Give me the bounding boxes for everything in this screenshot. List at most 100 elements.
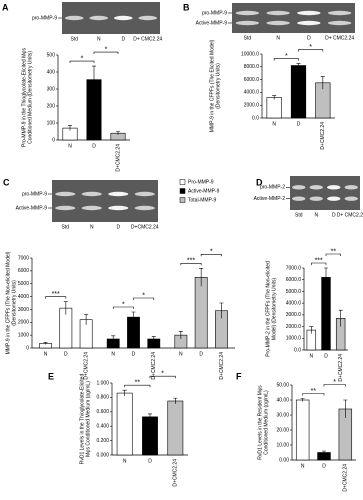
x-tick-label: N: [68, 143, 72, 149]
gel-band: [327, 185, 341, 190]
gel: [52, 180, 158, 222]
x-tick-label: D+CMC2.24: [83, 352, 89, 380]
gel-band: [108, 191, 129, 197]
error-bar: [116, 131, 120, 135]
gel-band: [55, 191, 76, 197]
x-tick-label: N: [272, 121, 276, 127]
y-axis-label: RvD1 Levels in the Thioglycolate-Elicite…: [79, 374, 85, 465]
y-tick-label: 300: [47, 86, 56, 92]
significance-label: ***: [52, 291, 60, 298]
significance-label: ***: [187, 258, 195, 265]
y-tick-label: 20.00: [276, 427, 289, 433]
gel-band: [138, 15, 158, 21]
x-tick-label: D: [324, 353, 328, 359]
bar: [194, 276, 208, 349]
gel-band: [309, 196, 323, 201]
gel-band-label: pro-MMP-2: [260, 185, 285, 191]
gel-band: [327, 20, 352, 26]
legend-label: Pro-MMP-9: [188, 179, 214, 185]
gel-band: [327, 10, 352, 16]
x-tick-label: N: [310, 353, 314, 359]
x-tick-label: D+CMC2.24: [173, 459, 179, 487]
error-bar: [296, 63, 301, 68]
y-tick-label: 4000.0: [244, 90, 260, 96]
error-bar: [320, 76, 325, 90]
y-tick-label: 0: [26, 345, 29, 351]
error-bar: [148, 413, 152, 420]
error-bar: [272, 95, 277, 100]
error-bar: [309, 326, 314, 334]
x-tick-label: D: [297, 121, 301, 127]
bar: [295, 399, 310, 461]
gel-lane-label: D+ CMC2.24: [133, 36, 162, 42]
panel-letter: B: [183, 2, 190, 12]
y-tick-label: 40.00: [276, 397, 289, 403]
gel-band: [64, 15, 84, 21]
y-axis-label: Conditioned Medium (Densitometry Units): [27, 51, 33, 144]
y-tick-label: 100: [47, 120, 56, 126]
significance-label: ***: [315, 257, 323, 264]
y-tick-label: 0.600: [96, 409, 109, 415]
significance-label: *: [210, 249, 213, 256]
significance-bracket: [45, 296, 67, 299]
panel-letter: E: [48, 371, 54, 381]
significance-label: *: [142, 292, 145, 299]
gel-band: [344, 185, 358, 190]
significance-label: *: [309, 44, 312, 51]
error-bar: [178, 330, 183, 339]
bar: [321, 277, 331, 351]
panel-letter: F: [236, 371, 242, 381]
panel-letter: C: [3, 177, 10, 187]
y-axis-label: (Densitometry Units): [11, 280, 17, 326]
significance-bracket: [273, 58, 299, 61]
error-bar: [300, 398, 305, 402]
gel: [232, 3, 355, 33]
gel-band: [108, 205, 129, 211]
legend-label: Active-MMP-9: [188, 188, 220, 194]
x-tick-label: N: [111, 351, 115, 357]
significance-bracket: [149, 375, 176, 379]
gel-lane-label: Std: [61, 224, 69, 230]
x-tick-label: D+CMC2.24: [320, 122, 326, 150]
x-tick-label: D+CMC2.24: [343, 464, 349, 492]
gel-band: [327, 196, 341, 201]
significance-bracket: [302, 393, 325, 396]
panel-letter: A: [2, 2, 9, 12]
y-tick-label: 10000.0: [241, 51, 259, 57]
y-tick-label: 200: [47, 103, 56, 109]
y-axis-label: RvD1 Levels in the Resident Mφs: [257, 385, 263, 460]
error-bar: [199, 267, 204, 287]
gel-lane-label: N: [314, 212, 318, 218]
gel-lane-label: D+ CMC2.24: [337, 212, 363, 218]
gel-lane-label: D+ CMC2.24: [325, 35, 354, 41]
x-tick-label: N: [301, 463, 305, 469]
y-tick-label: 3000: [18, 307, 29, 313]
gel-band: [235, 10, 260, 16]
y-tick-label: 10.00: [276, 442, 289, 448]
gel: [290, 176, 360, 210]
y-tick-label: 2000: [18, 320, 29, 326]
x-tick-label: D+CMC2.24: [115, 144, 121, 172]
y-tick-label: 0.800: [96, 395, 109, 401]
significance-bracket: [325, 253, 341, 256]
gel-band: [235, 20, 260, 26]
gel-band: [81, 191, 102, 197]
bar: [116, 392, 133, 456]
x-tick-label: D+CMC2.24: [151, 352, 157, 380]
significance-bracket: [200, 253, 222, 257]
gel-band: [89, 15, 109, 21]
significance-bracket: [323, 384, 346, 387]
significance-bracket: [93, 51, 119, 55]
bar: [142, 416, 158, 456]
y-axis-label: MMP-9 in the CFPFs (The Non-elicited Mod…: [5, 251, 11, 354]
error-bar: [151, 336, 156, 342]
significance-label: **: [311, 388, 317, 395]
gel-lane-label: N: [90, 224, 94, 230]
gel-lane-label: D: [116, 224, 120, 230]
y-tick-label: 4000.0: [286, 300, 302, 306]
significance-label: **: [135, 380, 141, 387]
gel-lane-label: Std: [70, 36, 78, 42]
x-tick-label: D: [199, 351, 203, 357]
x-tick-label: N: [179, 351, 183, 357]
legend-swatch: [179, 179, 186, 185]
